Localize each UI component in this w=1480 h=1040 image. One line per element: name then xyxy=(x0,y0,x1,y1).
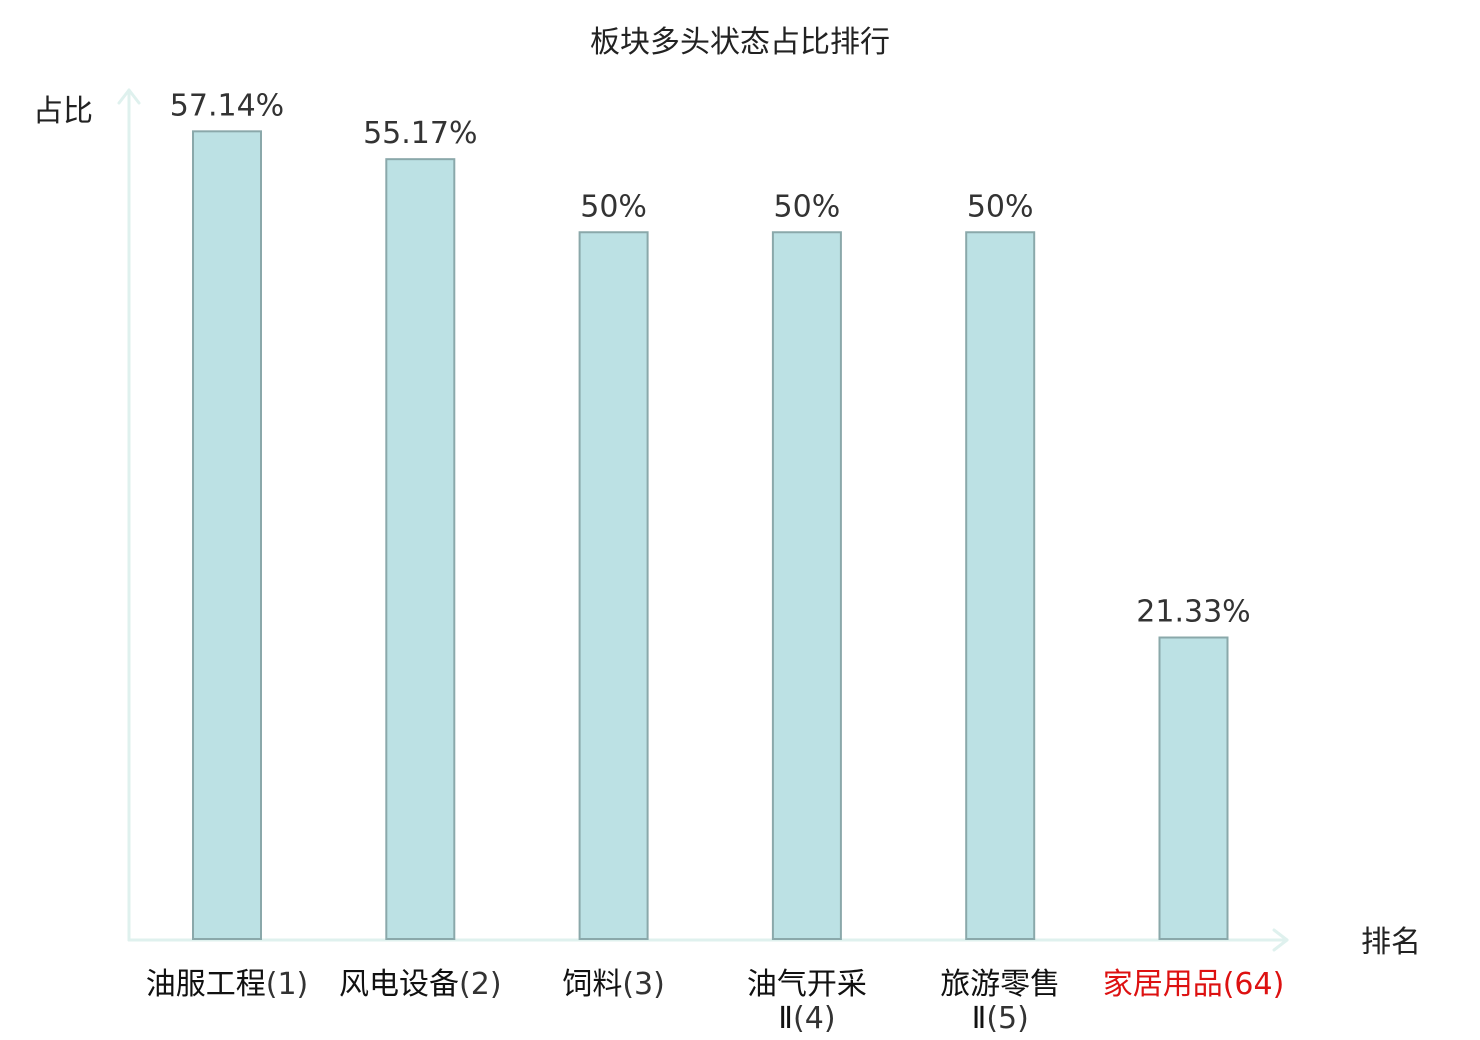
tick-label-rank: (5) xyxy=(986,1001,1029,1036)
category-labels: 油服工程(1) 风电设备(2) 饲料(3) 油气开采 Ⅱ(4)旅游零售 Ⅱ(5)家居用品(… xyxy=(146,967,1285,1036)
bar xyxy=(192,130,262,940)
tick-label: 油服工程(1) xyxy=(146,967,309,1002)
tick-label: 饲料(3) xyxy=(562,967,665,1002)
data-label: 50% xyxy=(580,189,647,224)
x-axis-label: 排名 xyxy=(1361,925,1421,960)
tick-label-text: 油服工程 xyxy=(146,967,266,1002)
tick-label: 风电设备(2) xyxy=(339,967,502,1002)
tick-label-text: Ⅱ xyxy=(972,1001,987,1036)
x-axis-arrow-icon xyxy=(1272,928,1289,952)
chart-title: 板块多头状态占比排行 xyxy=(590,25,890,60)
value-labels: 57.14% 55.17% 50% 50% 50% 21.33% xyxy=(170,88,1251,629)
bar xyxy=(385,158,456,940)
tick-label-text: 家居用品 xyxy=(1103,967,1223,1002)
data-label: 57.14% xyxy=(170,88,284,123)
tick-label-rank: (3) xyxy=(622,967,665,1002)
x-axis: 排名 xyxy=(127,925,1421,960)
tick-label-rank: (64) xyxy=(1223,967,1285,1002)
tick-label-rank: (2) xyxy=(459,967,502,1002)
y-axis-label: 占比 xyxy=(33,94,93,129)
tick-label: 油气开采 Ⅱ(4) xyxy=(747,967,867,1036)
tick-label-text: Ⅱ xyxy=(778,1001,793,1036)
bar-series xyxy=(192,130,1229,940)
bar xyxy=(578,231,649,940)
data-label: 50% xyxy=(774,189,841,224)
y-axis-arrow-icon xyxy=(117,88,141,105)
tick-label-text: 风电设备 xyxy=(339,967,459,1002)
tick-label: 旅游零售 Ⅱ(5) xyxy=(940,967,1060,1036)
bar xyxy=(1158,636,1229,940)
tick-label-rank: (4) xyxy=(793,1001,836,1036)
tick-label-text: 饲料 xyxy=(562,967,622,1002)
tick-label-rank: (1) xyxy=(266,967,309,1002)
bar xyxy=(771,231,842,940)
tick-label-text: 油气开采 xyxy=(747,967,867,1002)
data-label: 55.17% xyxy=(363,116,477,151)
tick-label-text: 旅游零售 xyxy=(940,967,1060,1002)
y-axis: 占比 xyxy=(33,88,141,942)
data-label: 50% xyxy=(967,189,1034,224)
bar xyxy=(965,231,1036,940)
tick-label: 家居用品(64) xyxy=(1103,967,1285,1002)
data-label: 21.33% xyxy=(1136,595,1250,630)
